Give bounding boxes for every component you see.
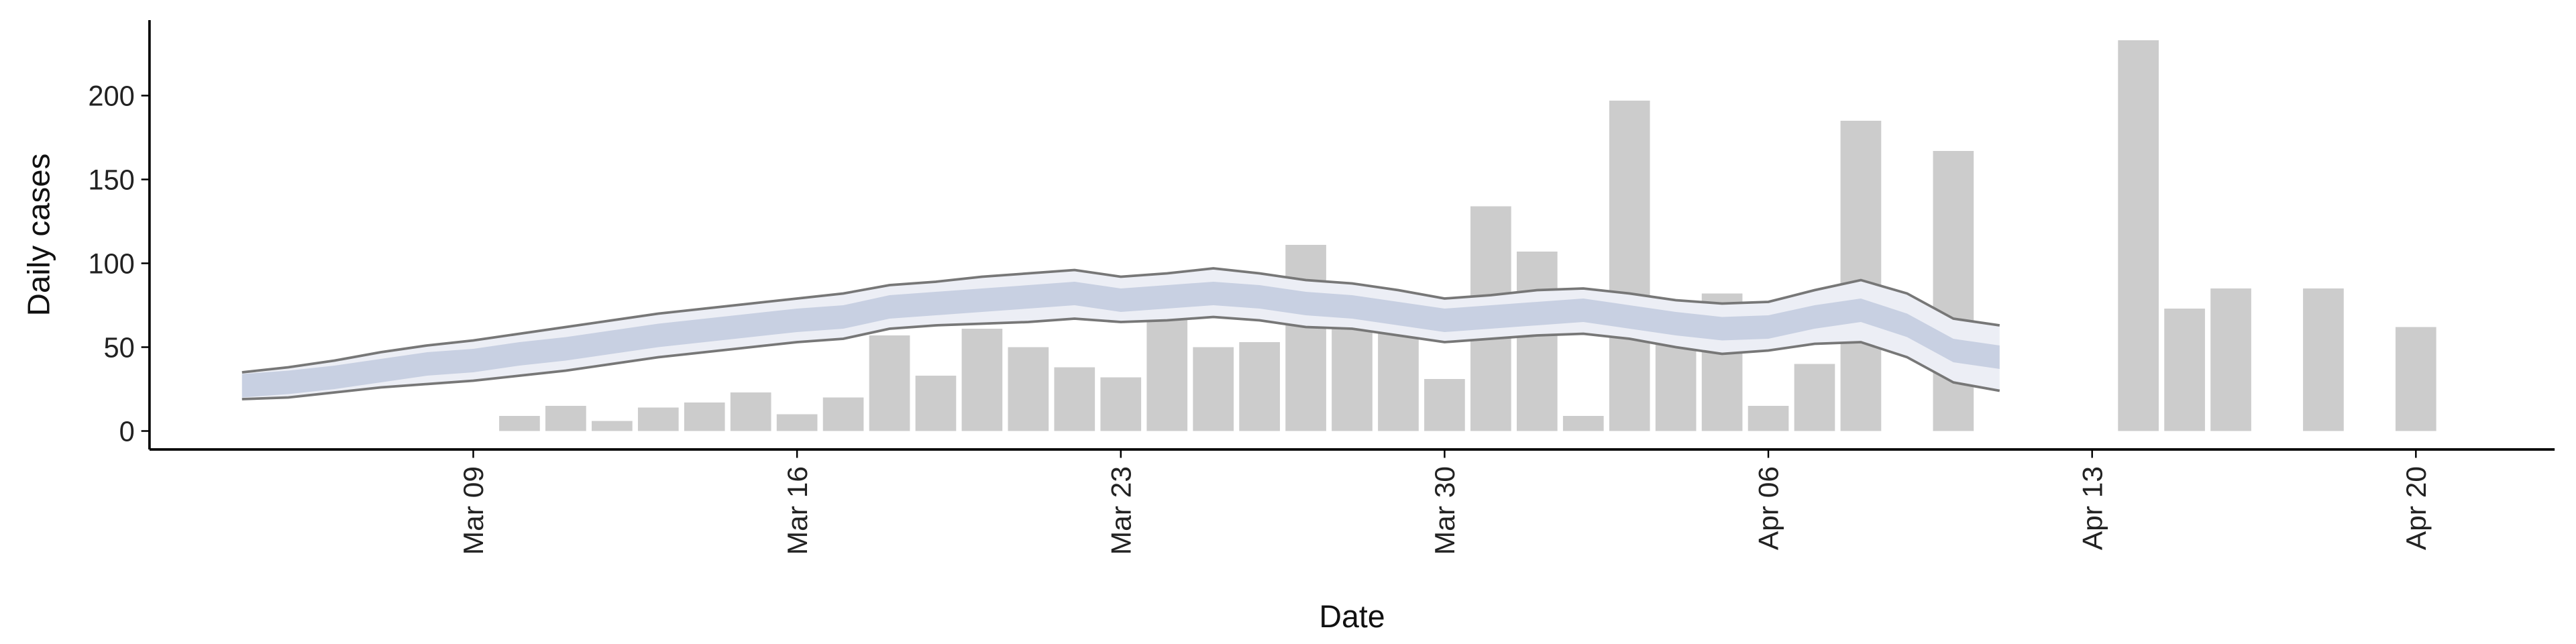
bar bbox=[637, 407, 679, 431]
bar bbox=[822, 397, 864, 431]
bar bbox=[730, 392, 771, 431]
bar bbox=[2395, 327, 2436, 431]
bar bbox=[1609, 101, 1650, 431]
bar bbox=[1285, 245, 1326, 431]
y-tick-label: 50 bbox=[104, 331, 135, 363]
bar bbox=[1193, 347, 1234, 431]
bar bbox=[1100, 377, 1142, 431]
y-tick-label: 200 bbox=[88, 80, 134, 111]
x-tick-label: Mar 09 bbox=[458, 466, 490, 555]
x-tick-label: Mar 23 bbox=[1106, 466, 1137, 555]
bar bbox=[499, 416, 540, 431]
bar bbox=[545, 406, 586, 431]
inner-band bbox=[241, 282, 2000, 398]
bar bbox=[592, 421, 633, 431]
bar bbox=[1239, 342, 1280, 431]
x-tick-label: Apr 06 bbox=[1753, 466, 1784, 550]
x-tick-label: Mar 16 bbox=[782, 466, 813, 555]
y-tick-label: 0 bbox=[119, 415, 135, 447]
bar bbox=[1933, 151, 1974, 431]
x-tick-label: Mar 30 bbox=[1429, 466, 1460, 555]
bound-line bbox=[241, 315, 2000, 400]
bar bbox=[684, 402, 725, 431]
bar bbox=[961, 329, 1003, 431]
bar bbox=[1840, 121, 1882, 431]
bar bbox=[1516, 252, 1558, 431]
bar bbox=[869, 335, 910, 431]
bar bbox=[1054, 367, 1095, 431]
bar bbox=[1562, 416, 1604, 431]
x-tick-label: Apr 20 bbox=[2400, 466, 2432, 550]
bar bbox=[2118, 40, 2159, 431]
bar bbox=[1748, 406, 1789, 431]
bound-line bbox=[241, 267, 2000, 374]
bar bbox=[1008, 347, 1049, 431]
y-tick-label: 150 bbox=[88, 164, 134, 195]
bar bbox=[2210, 288, 2251, 431]
x-axis-label: Date bbox=[1319, 598, 1385, 635]
bar bbox=[1794, 364, 1835, 431]
y-tick-label: 100 bbox=[88, 248, 134, 279]
bar bbox=[2164, 309, 2205, 431]
y-axis-label: Daily cases bbox=[21, 154, 56, 317]
bar bbox=[776, 414, 818, 431]
bar bbox=[915, 376, 957, 431]
bar bbox=[1424, 379, 1465, 431]
bar bbox=[2303, 288, 2344, 431]
x-tick-label: Apr 13 bbox=[2077, 466, 2108, 550]
